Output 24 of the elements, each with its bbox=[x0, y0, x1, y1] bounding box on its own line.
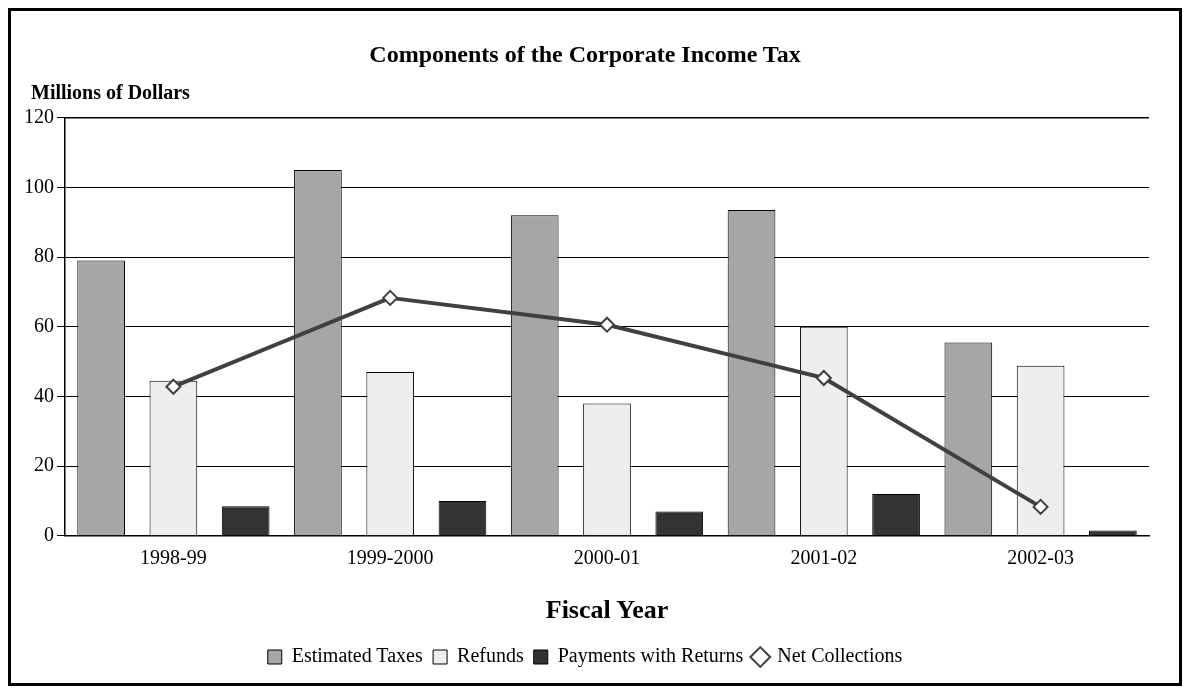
y-tick-label: 80 bbox=[34, 244, 54, 267]
point bbox=[382, 289, 399, 306]
x-tick-label: 1998-99 bbox=[140, 546, 207, 569]
x-axis-title: Fiscal Year bbox=[545, 595, 669, 625]
y-tick-label: 120 bbox=[24, 105, 54, 128]
x-tick-label: 2002-03 bbox=[1007, 546, 1074, 569]
point bbox=[815, 370, 832, 387]
y-tick-label: 40 bbox=[34, 383, 54, 406]
y-axis-title: Millions of Dollars bbox=[31, 80, 191, 103]
legend-label: Refunds bbox=[457, 644, 524, 667]
y-tick-label: 100 bbox=[24, 174, 54, 197]
x-tick-label: 1999-2000 bbox=[346, 546, 434, 569]
legend-label: Payments with Returns bbox=[557, 644, 744, 668]
y-tick-label: 0 bbox=[44, 523, 54, 546]
chart-title: Components of the Corporate Income Tax bbox=[369, 40, 801, 67]
y-tick-label: 20 bbox=[34, 453, 54, 476]
point bbox=[599, 316, 615, 333]
y-tick-label: 60 bbox=[34, 314, 54, 337]
x-tick-label: 2001-02 bbox=[790, 546, 858, 569]
legend-label: Estimated Taxes bbox=[291, 644, 423, 667]
x-tick-label: 2000-01 bbox=[573, 546, 641, 569]
point bbox=[165, 378, 182, 395]
legend-label: Net Collections bbox=[777, 644, 903, 667]
point bbox=[1032, 498, 1049, 515]
